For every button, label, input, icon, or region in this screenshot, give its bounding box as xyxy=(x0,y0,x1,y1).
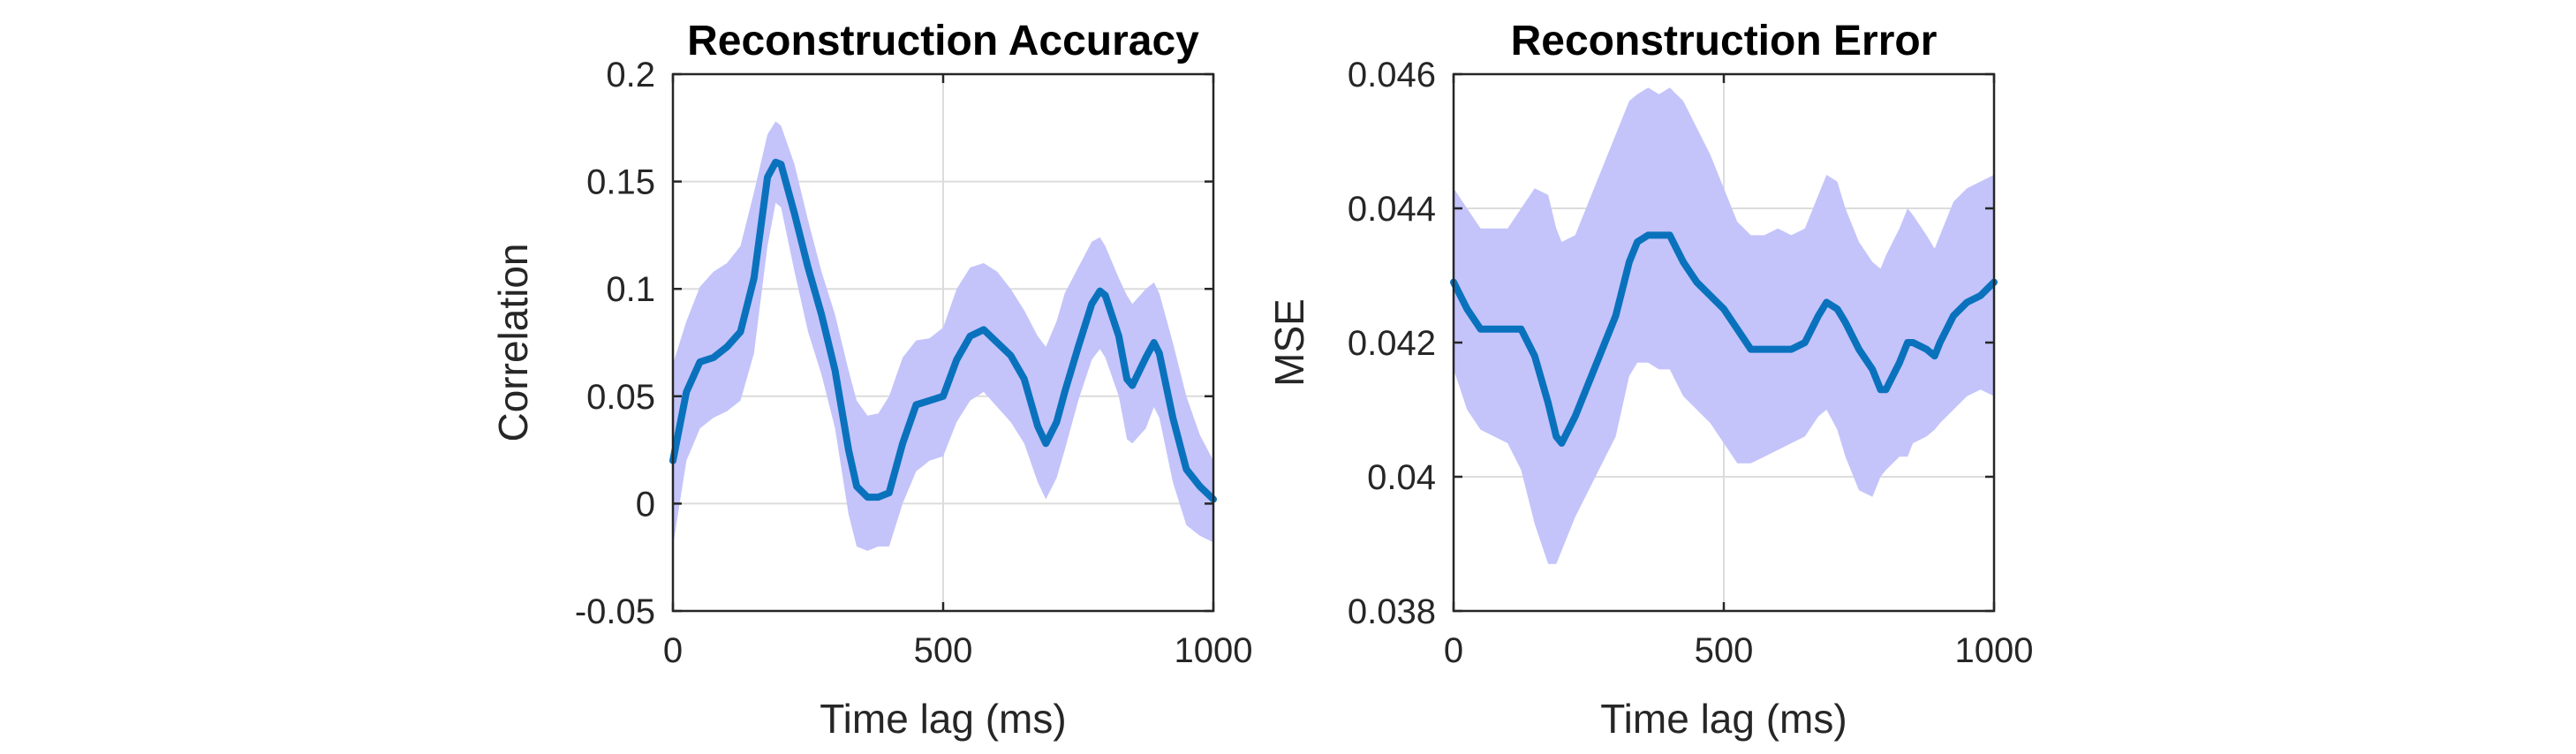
error-y-tick-label-4: 0.046 xyxy=(1348,56,1436,94)
accuracy-y-tick-label-2: 0.05 xyxy=(586,378,655,417)
accuracy-title: Reconstruction Accuracy xyxy=(687,18,1199,64)
accuracy-confidence-band xyxy=(673,121,1213,551)
accuracy-y-axis-label: Correlation xyxy=(490,244,536,442)
accuracy-y-tick-labels: -0.05 0 0.05 0.1 0.15 0.2 xyxy=(575,56,655,631)
error-y-tick-label-3: 0.044 xyxy=(1348,190,1436,229)
accuracy-y-tick-label-4: 0.15 xyxy=(586,163,655,202)
accuracy-mean-line xyxy=(669,158,1217,503)
error-title: Reconstruction Error xyxy=(1511,18,1938,64)
accuracy-y-tick-label-3: 0.1 xyxy=(606,270,655,309)
accuracy-tick-marks xyxy=(671,72,1215,613)
error-x-tick-label-1: 500 xyxy=(1695,631,1754,670)
error-tick-marks xyxy=(1452,72,1996,613)
error-x-tick-label-2: 1000 xyxy=(1955,631,2034,670)
error-mean-line xyxy=(1450,231,1998,447)
error-panel: 0 500 1000 0.038 0.04 0.042 0.044 0.046 Recons… xyxy=(1266,18,2033,742)
accuracy-x-tick-labels: 0 500 1000 xyxy=(663,631,1253,670)
accuracy-x-tick-label-0: 0 xyxy=(663,631,683,670)
error-x-axis-label: Time lag (ms) xyxy=(1600,696,1847,742)
accuracy-y-tick-label-0: -0.05 xyxy=(575,592,655,631)
accuracy-y-tick-label-1: 0 xyxy=(636,485,655,524)
error-x-tick-labels: 0 500 1000 xyxy=(1444,631,2034,670)
accuracy-x-tick-label-1: 500 xyxy=(914,631,973,670)
error-y-tick-label-0: 0.038 xyxy=(1348,592,1436,631)
accuracy-y-tick-label-5: 0.2 xyxy=(606,56,655,94)
error-y-axis-label: MSE xyxy=(1266,298,1312,387)
accuracy-x-axis-label: Time lag (ms) xyxy=(820,696,1066,742)
accuracy-x-tick-label-2: 1000 xyxy=(1175,631,1253,670)
error-x-tick-label-0: 0 xyxy=(1444,631,1463,670)
error-y-tick-labels: 0.038 0.04 0.042 0.044 0.046 xyxy=(1348,56,1436,631)
error-confidence-band xyxy=(1454,87,1994,564)
error-y-tick-label-2: 0.042 xyxy=(1348,324,1436,363)
error-y-tick-label-1: 0.04 xyxy=(1367,458,1436,497)
